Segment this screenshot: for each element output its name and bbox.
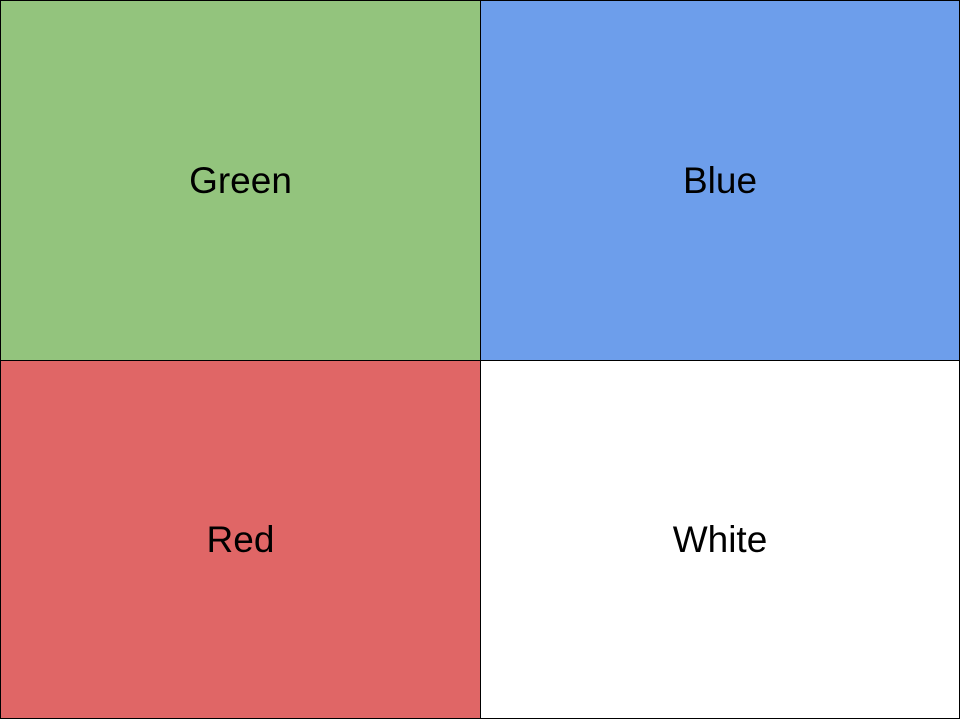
- quadrant-label: Blue: [682, 159, 758, 201]
- quadrant-green: Green: [0, 0, 481, 361]
- quadrant-blue: Blue: [480, 0, 960, 361]
- quadrant-label: White: [672, 518, 768, 560]
- quadrant-label: Green: [189, 159, 292, 201]
- quadrant-white: White: [480, 360, 960, 719]
- quadrant-label: Red: [206, 518, 275, 560]
- quadrant-red: Red: [0, 360, 481, 719]
